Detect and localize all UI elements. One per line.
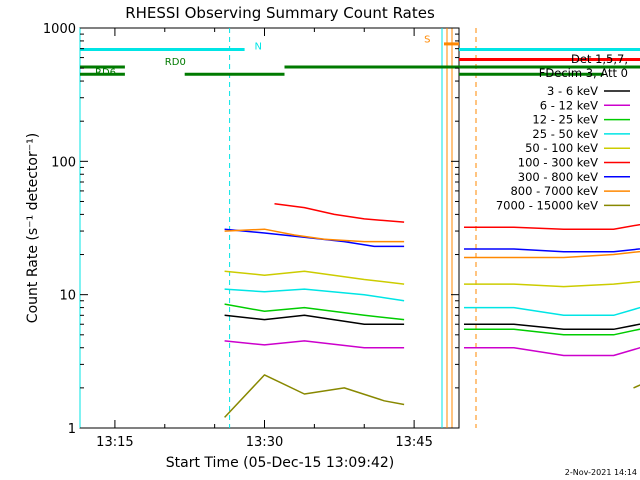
legend-label-7: 800 - 7000 keV (510, 184, 598, 198)
series-3-segment-1 (464, 306, 640, 317)
legend-label-2: 12 - 25 keV (532, 113, 598, 127)
flag-bars: NRD0RD6FS (80, 34, 640, 79)
series-5-segment-1 (464, 223, 640, 230)
y-axis-label: Count Rate (s⁻¹ detector⁻¹) (25, 133, 41, 323)
series-6-segment-1 (464, 248, 640, 253)
legend-label-4: 50 - 100 keV (525, 141, 598, 155)
flag-label-n: N (255, 42, 262, 53)
x-axis-label: Start Time (05-Dec-15 13:09:42) (166, 455, 394, 471)
legend-label-0: 3 - 6 keV (547, 84, 598, 98)
legend-label-5: 100 - 300 keV (518, 156, 598, 170)
series-4-segment-1 (464, 280, 640, 288)
x-tick-label-1: 13:30 (246, 435, 283, 450)
series-0-segment-0 (224, 314, 405, 325)
legend-label-8: 7000 - 15000 keV (496, 198, 598, 212)
legend-label-1: 6 - 12 keV (540, 98, 598, 112)
legend-header-1: FDecim 3, Att 0 (539, 66, 628, 80)
series-2-segment-0 (224, 303, 405, 321)
y-tick-label-3: 1000 (43, 22, 76, 37)
series-3-segment-0 (224, 288, 405, 302)
series-1-segment-0 (224, 340, 405, 349)
flag-label-rd6: RD6 (95, 68, 116, 79)
series-2-segment-1 (464, 328, 640, 336)
data-series (224, 203, 640, 418)
series-8-segment-0 (224, 374, 405, 418)
series-4-segment-0 (224, 270, 405, 285)
series-7-segment-1 (464, 250, 640, 259)
series-7-segment-0 (224, 228, 405, 243)
legend-label-6: 300 - 800 keV (518, 170, 598, 184)
footer-date: 2-Nov-2021 14:14 (565, 468, 637, 477)
series-1-segment-1 (464, 346, 640, 357)
series-0-segment-1 (464, 323, 640, 331)
series-5-segment-0 (274, 203, 405, 223)
x-tick-label-0: 13:15 (96, 435, 133, 450)
y-tick-label-2: 100 (51, 155, 76, 170)
flag-label-s: S (424, 34, 430, 45)
y-tick-label-1: 10 (59, 289, 76, 304)
legend-label-3: 25 - 50 keV (532, 127, 598, 141)
series-8-segment-1 (633, 384, 640, 389)
plot-frame (79, 27, 460, 429)
y-tick-label-0: 1 (68, 422, 76, 437)
chart-title: RHESSI Observing Summary Count Rates (125, 4, 435, 22)
flag-label-rd0: RD0 (165, 57, 186, 68)
axis-ticks: 13:15 13:30 13:45 1 10 100 1000 (43, 22, 459, 450)
legend-header-0: Det 1,5,7, (571, 52, 628, 66)
x-tick-label-2: 13:45 (395, 435, 432, 450)
